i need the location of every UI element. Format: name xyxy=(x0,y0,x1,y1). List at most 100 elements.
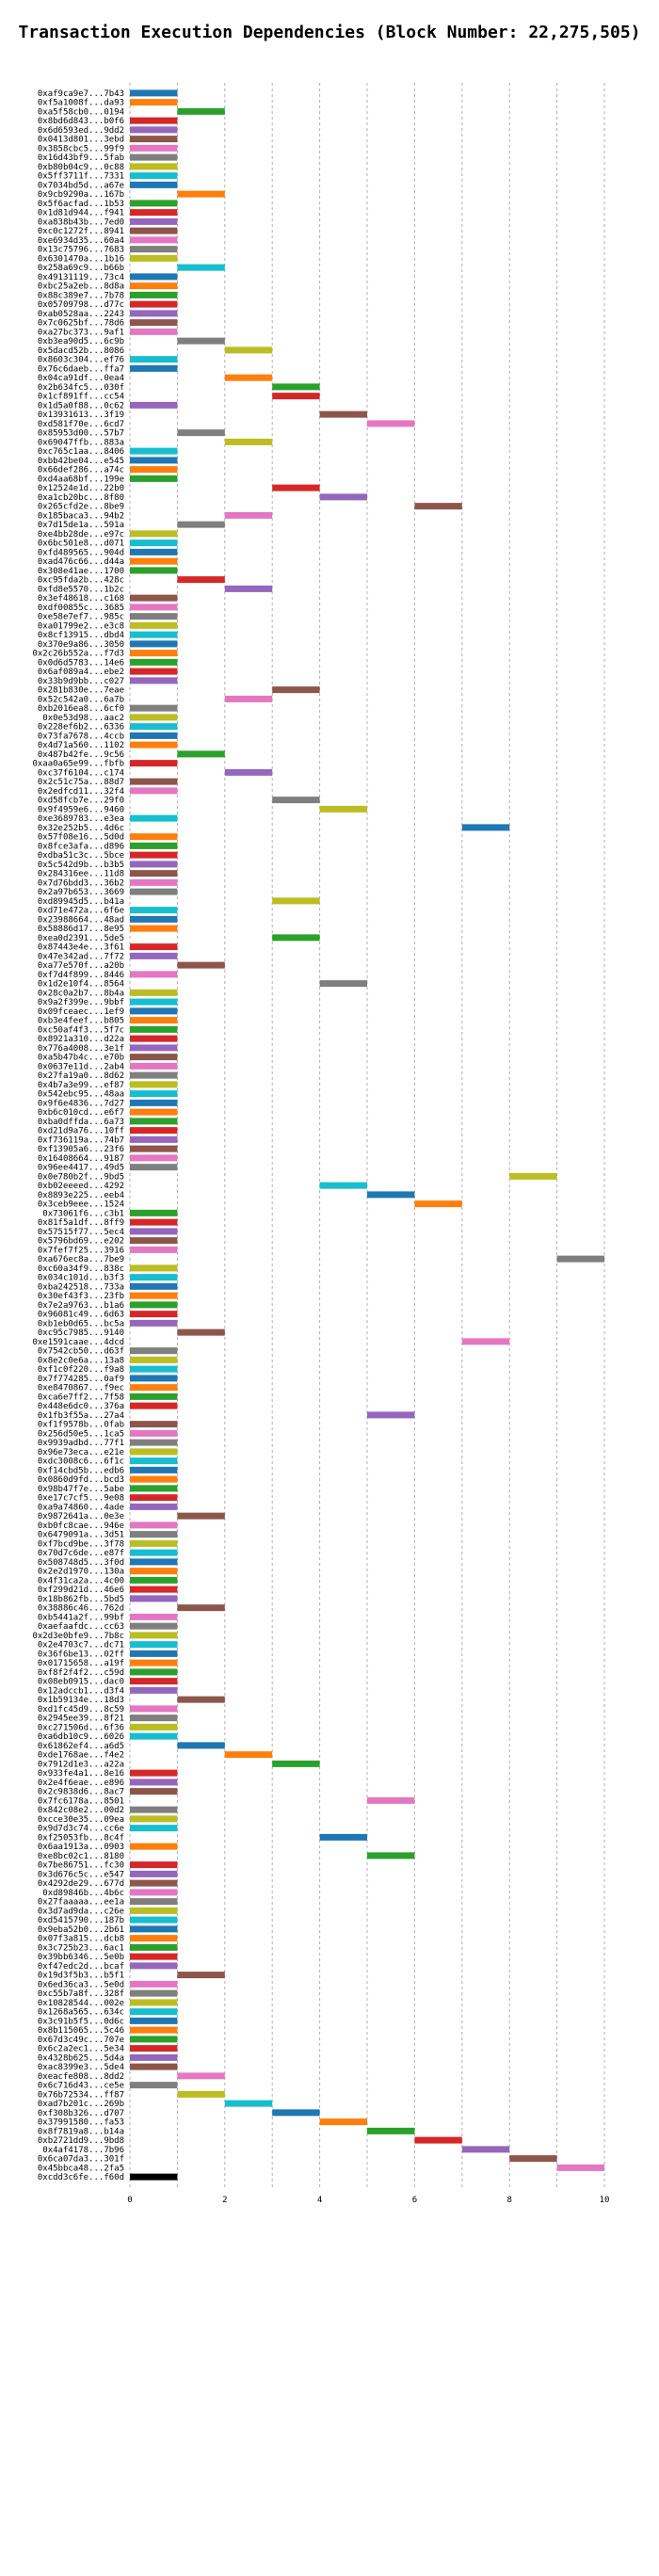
tx-bar xyxy=(130,1054,178,1061)
tx-bar xyxy=(130,998,178,1006)
y-tick-label: 0xac8399e3...5de4 xyxy=(38,2063,124,2072)
tx-bar xyxy=(130,1999,178,2006)
y-tick-label: 0xa676ec8a...7be9 xyxy=(38,1255,124,1264)
y-tick-label: 0x33b9d9bb...c027 xyxy=(38,677,124,686)
y-tick-label: 0xa9a74860...4ade xyxy=(38,1503,124,1512)
tx-bar xyxy=(130,99,178,106)
tx-bar xyxy=(130,1889,178,1896)
tx-bar xyxy=(130,943,178,951)
tx-bar xyxy=(130,915,178,923)
tx-bar xyxy=(319,2118,367,2126)
y-tick-label: 0xd58fcb7e...29f0 xyxy=(38,797,124,806)
y-tick-label: 0x7034bd5d...a67e xyxy=(38,181,124,190)
y-tick-label: 0xf308b326...d707 xyxy=(38,2109,124,2118)
y-tick-label: 0xcce30e35...09ea xyxy=(38,1815,124,1825)
tx-bar xyxy=(461,2146,510,2153)
y-tick-label: 0x448e6dc0...376a xyxy=(38,1402,124,1411)
tx-bar xyxy=(130,1090,178,1098)
tx-bar xyxy=(130,1365,178,1373)
tx-bar xyxy=(130,778,178,785)
y-tick-label: 0xf5a1008f...da93 xyxy=(38,99,124,108)
tx-bar xyxy=(272,393,320,400)
tx-bar xyxy=(130,1007,178,1015)
tx-bar xyxy=(130,1164,178,1171)
y-tick-label: 0xa27bc373...9af1 xyxy=(38,328,124,337)
tx-bar xyxy=(130,1035,178,1042)
tx-bar xyxy=(130,1650,178,1657)
y-tick-label: 0xb0fc8cae...946e xyxy=(38,1521,124,1531)
tx-bar xyxy=(130,1025,178,1033)
y-tick-label: 0xea0d2391...5de5 xyxy=(38,934,124,943)
y-tick-label: 0xb1eb0d65...bc5a xyxy=(38,1319,124,1328)
tx-bar xyxy=(130,1898,178,1906)
tx-bar xyxy=(130,200,178,207)
tx-bar xyxy=(130,1421,178,1428)
y-tick-label: 0xad476c66...d44a xyxy=(38,557,124,567)
tx-bar xyxy=(130,1980,178,1988)
tx-bar xyxy=(130,557,178,565)
tx-bar xyxy=(130,1576,178,1584)
y-tick-label: 0xc95c7985...9140 xyxy=(38,1328,124,1338)
chart-title: Transaction Execution Dependencies (Bloc… xyxy=(18,23,641,42)
y-tick-label: 0x2edfcd11...32f4 xyxy=(38,787,124,797)
y-tick-label: 0x8e2c0e6a...13a8 xyxy=(38,1356,124,1365)
y-tick-label: 0xd71e472a...6f6e xyxy=(38,907,124,916)
y-tick-label: 0xc37f6104...c174 xyxy=(38,768,124,778)
tx-bar xyxy=(130,457,178,464)
tx-bar xyxy=(130,1879,178,1887)
y-tick-label: 0x370e9a86...3050 xyxy=(38,640,124,650)
y-tick-label: 0x4292de29...677d xyxy=(38,1879,124,1889)
tx-bar xyxy=(130,1723,178,1731)
y-tick-label: 0x933fe4a1...8e16 xyxy=(38,1769,124,1779)
y-tick-label: 0x96ee4417...49d5 xyxy=(38,1164,124,1173)
tx-bar xyxy=(130,1402,178,1409)
tx-bar xyxy=(130,2063,178,2070)
y-tick-label: 0xca6e7ff2...7f58 xyxy=(38,1393,124,1402)
y-tick-label: 0x265cfd2e...8be9 xyxy=(38,503,124,512)
y-tick-label: 0x57515f77...5ec4 xyxy=(38,1228,124,1237)
y-tick-label: 0xb02eeeed...4292 xyxy=(38,1182,124,1191)
tx-bar xyxy=(130,273,178,281)
tx-bar xyxy=(130,714,178,721)
tx-bar xyxy=(272,2109,320,2117)
tx-bar xyxy=(130,1145,178,1152)
y-tick-label: 0x52c542a0...6a7b xyxy=(38,695,124,704)
tx-bar xyxy=(130,227,178,234)
y-tick-label: 0x7d76bdd3...36b2 xyxy=(38,878,124,888)
tx-bar xyxy=(130,1475,178,1483)
y-tick-label: 0xa1cb20bc...8f80 xyxy=(38,493,124,503)
tx-bar xyxy=(177,2072,225,2080)
tx-bar xyxy=(130,1071,178,1079)
tx-bar xyxy=(130,1732,178,1740)
y-tick-label: 0x6aa1913a...0903 xyxy=(38,1843,124,1852)
tx-bar xyxy=(130,1806,178,1813)
tx-bar xyxy=(224,585,273,592)
tx-bar xyxy=(272,686,320,694)
y-tick-label: 0xe8bc02c1...8180 xyxy=(38,1852,124,1861)
tx-bar xyxy=(130,1274,178,1281)
tx-bar xyxy=(130,1218,178,1226)
y-tick-label: 0x1d81d944...f941 xyxy=(38,209,124,218)
y-tick-label: 0xb3e4feef...b805 xyxy=(38,1017,124,1026)
y-tick-label: 0xdba51c3c...5bce xyxy=(38,851,124,861)
tx-bar xyxy=(130,1943,178,1951)
y-tick-label: 0xf47edc2d...bcaf xyxy=(38,1962,124,1972)
tx-bar xyxy=(130,2053,178,2061)
tx-bar xyxy=(461,824,510,831)
tx-bar xyxy=(556,1255,604,1263)
y-tick-label: 0x58886d17...8e95 xyxy=(38,925,124,934)
tx-bar xyxy=(130,126,178,134)
y-tick-label: 0x4af4178...7b96 xyxy=(42,2146,124,2155)
tx-bar xyxy=(130,1668,178,1676)
y-tick-label: 0x2945ee39...8f21 xyxy=(38,1715,124,1724)
tx-bar xyxy=(130,1246,178,1253)
tx-bar xyxy=(130,861,178,868)
y-tick-label: 0xbc25a2eb...8d8a xyxy=(38,282,124,292)
y-tick-label: 0x2e4703c7...dc71 xyxy=(38,1641,124,1650)
tx-bar xyxy=(130,153,178,161)
tx-bar xyxy=(224,695,273,702)
y-tick-label: 0x27fa19a0...8d62 xyxy=(38,1071,124,1081)
y-tick-label: 0x2e2d1970...130a xyxy=(38,1568,124,1577)
tx-bar xyxy=(130,732,178,739)
y-tick-label: 0x4f31ca2a...4c00 xyxy=(38,1576,124,1586)
